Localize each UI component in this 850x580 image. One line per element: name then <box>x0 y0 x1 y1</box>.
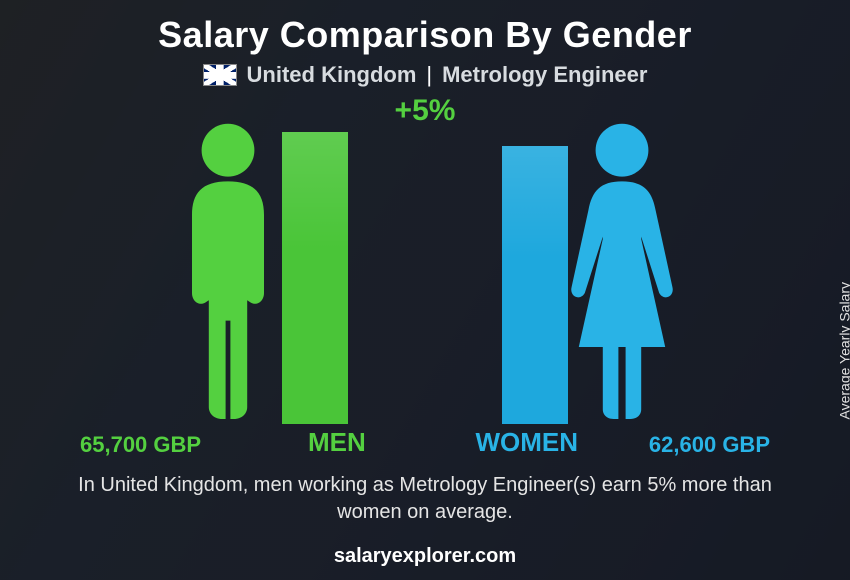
men-salary-bar <box>282 132 348 424</box>
separator: | <box>426 62 432 88</box>
women-label: WOMEN <box>475 427 578 458</box>
country-label: United Kingdom <box>247 62 417 88</box>
y-axis-label: Average Yearly Salary <box>836 282 850 420</box>
summary-caption: In United Kingdom, men working as Metrol… <box>0 472 850 526</box>
men-label: MEN <box>308 427 366 458</box>
site-credit: salaryexplorer.com <box>0 545 850 568</box>
uk-flag-icon <box>203 64 237 86</box>
women-group <box>508 119 682 424</box>
male-person-icon <box>168 119 288 424</box>
men-salary-value: 65,700 GBP <box>80 432 201 458</box>
subtitle-row: United Kingdom | Metrology Engineer <box>0 62 850 88</box>
percent-difference-badge: +5% <box>395 94 456 128</box>
job-title-label: Metrology Engineer <box>442 62 647 88</box>
comparison-chart: +5% 65,700 GBP MEN WOMEN 62,600 GBP Aver… <box>0 92 850 472</box>
men-group <box>168 119 342 424</box>
female-person-icon <box>562 119 682 424</box>
women-salary-value: 62,600 GBP <box>649 432 770 458</box>
page-title: Salary Comparison By Gender <box>0 0 850 56</box>
women-salary-bar <box>502 146 568 424</box>
